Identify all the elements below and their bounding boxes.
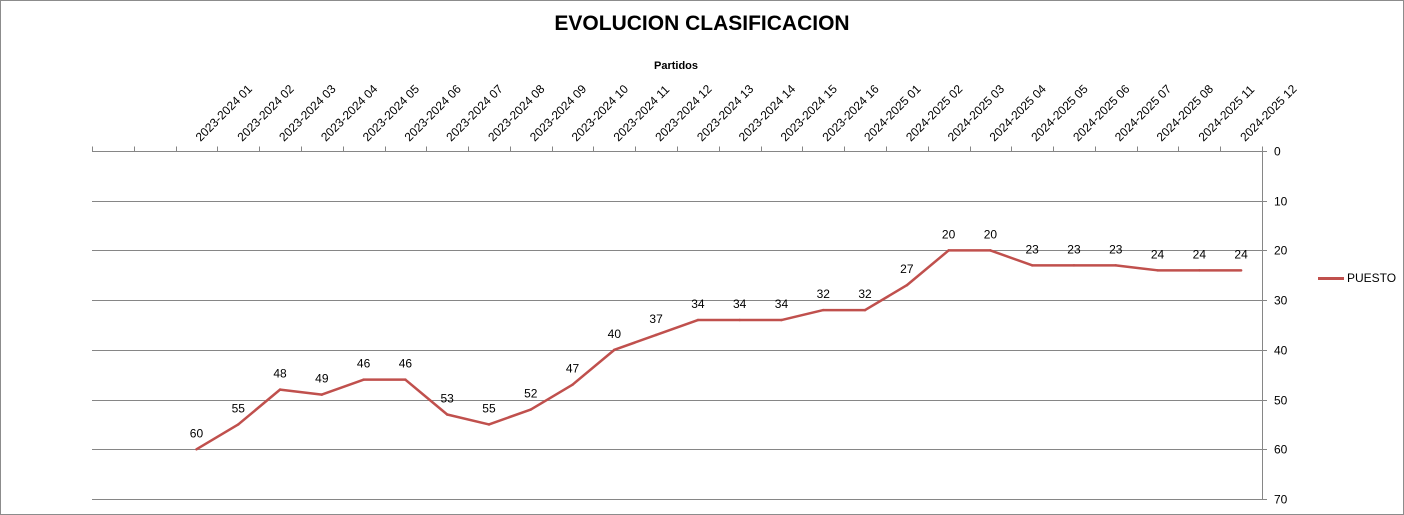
- x-axis-title: Partidos: [653, 60, 698, 72]
- data-label: 20: [942, 227, 956, 241]
- data-labels: 60 55 48 49 46 46 53 55 52 47 40 37 34 34 34 32 32 27 20 20…: [190, 227, 1248, 440]
- data-label: 46: [357, 357, 371, 371]
- legend-swatch: [1318, 276, 1344, 280]
- data-label: 24: [1193, 247, 1207, 261]
- data-label: 34: [775, 297, 789, 311]
- data-label: 32: [817, 287, 831, 301]
- data-label: 23: [1109, 242, 1123, 256]
- data-label: 55: [232, 401, 246, 415]
- data-label: 23: [1067, 242, 1081, 256]
- series-segment: [529, 383, 574, 411]
- data-label: 52: [524, 387, 538, 401]
- data-label: 20: [984, 227, 998, 241]
- axes: [92, 146, 1267, 500]
- y-tick-label: 40: [1274, 344, 1288, 358]
- data-label: 34: [733, 297, 747, 311]
- series-segment: [571, 348, 616, 386]
- legend: PUESTO: [1318, 271, 1396, 285]
- data-label: 24: [1151, 247, 1165, 261]
- y-tick-label: 30: [1274, 294, 1288, 308]
- series-segment: [780, 308, 825, 322]
- data-label: 46: [399, 357, 413, 371]
- y-tick-label: 0: [1274, 145, 1281, 159]
- series-segment: [237, 388, 282, 426]
- legend-label-puesto: PUESTO: [1347, 271, 1397, 285]
- series-segment: [613, 333, 658, 352]
- y-tick-label: 50: [1274, 394, 1288, 408]
- gridlines: [92, 201, 1262, 500]
- series-segment: [445, 413, 491, 426]
- data-label: 47: [566, 362, 580, 376]
- series-segment: [1114, 264, 1159, 272]
- series-segment: [278, 388, 324, 396]
- y-tick-label: 70: [1274, 493, 1288, 507]
- y-tick-label: 10: [1274, 195, 1288, 209]
- data-label: 37: [649, 312, 663, 326]
- data-label: 53: [440, 391, 454, 405]
- data-label: 49: [315, 372, 329, 386]
- series-segment: [905, 249, 950, 287]
- data-label: 55: [482, 401, 496, 415]
- series-segment: [863, 283, 909, 312]
- series-segment: [404, 378, 449, 416]
- data-label: 32: [858, 287, 872, 301]
- data-label: 27: [900, 262, 914, 276]
- chart-title: EVOLUCION CLASIFICACION: [554, 12, 850, 35]
- data-label: 24: [1234, 247, 1248, 261]
- series-segment: [487, 408, 532, 426]
- data-label: 23: [1025, 242, 1039, 256]
- data-label: 48: [273, 367, 287, 381]
- series-segment: [320, 378, 365, 396]
- y-tick-label: 20: [1274, 244, 1288, 258]
- data-label: 40: [608, 327, 622, 341]
- series-segment: [195, 423, 240, 451]
- data-label: 60: [190, 426, 204, 440]
- series-lines: [195, 249, 1243, 451]
- y-tick-label: 60: [1274, 443, 1288, 457]
- y-tick-labels: 0 10 20 30 40 50 60 70: [1274, 145, 1288, 507]
- series-segment: [989, 249, 1034, 267]
- series-segment: [654, 318, 700, 337]
- data-label: 34: [691, 297, 705, 311]
